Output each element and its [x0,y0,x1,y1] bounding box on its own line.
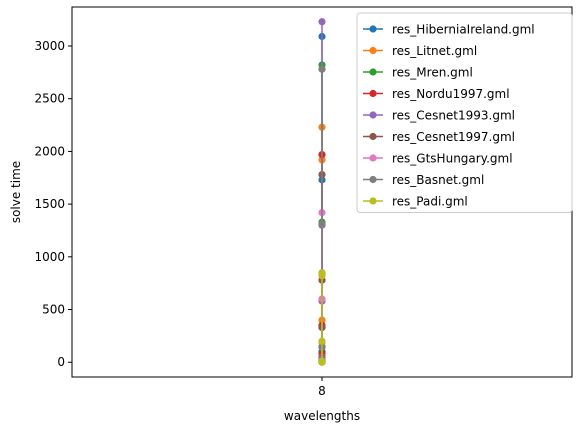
legend-item: res_Cesnet1997.gml [363,130,515,144]
legend-label: res_Nordu1997.gml [392,87,510,101]
legend-label: res_GtsHungary.gml [392,152,513,166]
legend-item: res_Mren.gml [363,66,473,80]
y-tick-label: 2500 [34,92,65,106]
data-point [318,65,326,73]
y-tick-label: 0 [57,355,65,369]
series-9 [318,269,326,366]
legend-box [356,12,573,213]
legend-label: res_Cesnet1997.gml [392,130,515,144]
legend-label: res_Mren.gml [392,66,473,80]
y-axis-label: solve time [9,161,23,223]
y-tick-label: 2000 [34,144,65,158]
legend-marker [369,175,377,184]
y-tick-label: 1000 [34,250,65,264]
legend-label: res_Basnet.gml [392,173,484,187]
legend-item: res_Cesnet1993.gml [363,109,515,123]
x-axis: 8 [318,377,326,398]
data-point [318,272,326,280]
legend: res_HiberniaIreland.gml res_Litnet.gmlres… [356,12,573,213]
legend-marker [369,68,377,76]
data-point [318,220,326,228]
legend-marker [369,154,377,162]
legend-label: res_HiberniaIreland.gml [392,23,535,37]
legend-item: res_HiberniaIreland.gml [363,23,535,37]
legend-label: res_Litnet.gml [392,44,477,58]
y-tick-label: 500 [42,303,65,317]
x-tick-label: 8 [318,384,326,398]
legend-label: res_Cesnet1993.gml [392,109,515,123]
y-tick-label: 1500 [34,197,65,211]
legend-marker [369,89,377,98]
y-tick-label: 3000 [34,39,65,53]
data-point [318,337,326,345]
data-point [318,358,326,366]
legend-item: res_Basnet.gml [363,173,484,187]
series-layer [318,18,326,366]
legend-marker [369,46,377,55]
legend-label: res_Padi.gml [392,195,468,209]
legend-item: res_Padi.gml [363,195,468,209]
legend-marker [369,132,377,141]
legend-marker [369,111,377,119]
legend-marker [369,25,377,33]
x-axis-label: wavelengths [284,409,360,423]
legend-marker [369,197,377,205]
data-point [318,18,326,26]
y-axis: 0 500 1000 1500 2000 2500 3000 [34,39,72,369]
legend-item: res_Nordu1997.gml [363,87,510,101]
legend-item: res_GtsHungary.gml [363,152,513,166]
legend-item: res_Litnet.gml [363,44,477,58]
